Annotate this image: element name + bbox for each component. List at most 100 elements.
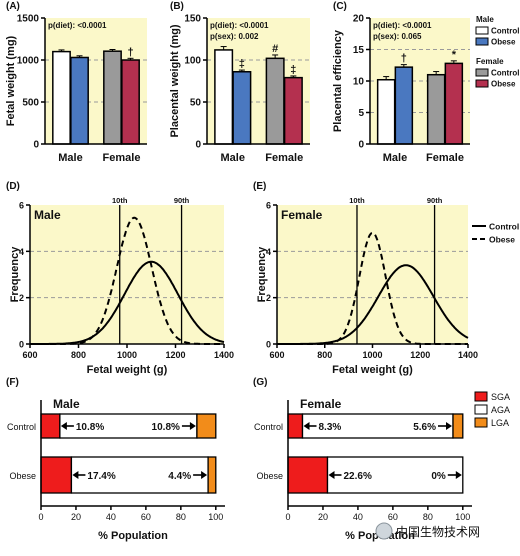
y-tick-label: 15 (353, 45, 365, 56)
y-axis-label: Frequency (256, 246, 268, 303)
x-axis-label: Fetal weight (g) (87, 364, 168, 376)
legend-label: Obese (491, 38, 516, 47)
legend-swatch-aga (474, 404, 488, 415)
annotation-arrow-right (447, 471, 462, 479)
legend-title: Male (476, 15, 494, 24)
panel-title: Female (281, 208, 323, 222)
legend-label: Obese (491, 80, 516, 89)
y-tick-label: 0 (33, 140, 39, 151)
annotation-arrow-left (72, 471, 86, 479)
y-tick-label: 0 (19, 340, 24, 350)
stacked-segment-sga (40, 413, 61, 439)
watermark-text: 中国生物技术网 (396, 524, 480, 539)
legend-swatch (475, 79, 489, 88)
annotation-arrow-left (303, 422, 317, 430)
significance-mark: † (127, 46, 133, 58)
legend-label: Control (491, 69, 519, 78)
category-label: Obese (9, 471, 36, 481)
x-tick-label: 40 (353, 512, 363, 522)
stacked-segment-sga (287, 413, 304, 439)
x-tick-label: 40 (106, 512, 116, 522)
x-tick-label: 600 (22, 350, 37, 360)
y-axis-label: Fetal weight (mg) (5, 35, 17, 126)
x-tick-label: 80 (176, 512, 186, 522)
x-axis-label: Fetal weight (g) (332, 364, 413, 376)
panel-label: (E) (253, 181, 266, 192)
bar (444, 62, 464, 145)
panel-label: (B) (170, 1, 184, 12)
category-label: Female (426, 152, 464, 164)
stacked-segment-aga (70, 456, 209, 494)
bar (103, 50, 122, 145)
stacked-segment-aga (326, 456, 464, 494)
bar (232, 71, 252, 145)
annotation-arrow-left (328, 471, 342, 479)
stat-text: p(diet): <0.0001 (373, 21, 432, 30)
legend-title: Female (476, 57, 504, 66)
panel-label: (D) (6, 181, 20, 192)
x-tick-label: 20 (318, 512, 328, 522)
significance-mark: * (452, 49, 457, 61)
bar (376, 78, 396, 145)
x-tick-label: 1000 (362, 350, 382, 360)
stacked-segment-lga (196, 413, 217, 439)
bar (70, 56, 89, 145)
annotation-label: 22.6% (344, 471, 372, 482)
x-tick-label: 60 (388, 512, 398, 522)
x-tick-label: 1400 (214, 350, 234, 360)
legend-swatch (475, 37, 489, 46)
stat-text: p(diet): <0.0001 (210, 21, 269, 30)
legend-label: Control (489, 222, 519, 232)
x-tick-label: 1200 (410, 350, 430, 360)
category-label: Male (58, 152, 82, 164)
bar (426, 73, 446, 145)
percentile-label: 10th (112, 196, 128, 205)
percentile-label: 90th (427, 196, 443, 205)
significance-mark: # (272, 43, 278, 55)
y-tick-label: 2 (266, 293, 271, 303)
stacked-segment-lga (452, 413, 464, 439)
y-tick-label: 4 (266, 247, 271, 257)
x-tick-label: 0 (38, 512, 43, 522)
panel-title: Male (34, 208, 61, 222)
bar (283, 76, 303, 145)
annotation-label: 10.8% (76, 422, 104, 433)
category-label: Obese (256, 471, 283, 481)
legend-label: Obese (489, 235, 515, 245)
legend-label: LGA (491, 418, 509, 428)
legend-swatch-lga (474, 417, 488, 428)
significance-mark: ‡ (290, 64, 296, 76)
x-tick-label: 1400 (458, 350, 478, 360)
y-tick-label: 500 (22, 98, 39, 109)
category-label: Female (265, 152, 303, 164)
panel-label: (G) (253, 377, 267, 388)
annotation-label: 10.8% (152, 422, 180, 433)
stat-text: p(diet): <0.0001 (48, 21, 107, 30)
stacked-segment-sga (287, 456, 329, 494)
category-label: Female (103, 152, 141, 164)
stacked-segment-lga (207, 456, 217, 494)
y-tick-label: 150 (184, 14, 201, 25)
x-tick-label: 0 (285, 512, 290, 522)
percentile-label: 10th (349, 196, 365, 205)
x-tick-label: 600 (269, 350, 284, 360)
panel-label: (A) (6, 1, 20, 12)
y-tick-label: 6 (266, 201, 271, 211)
x-tick-label: 1200 (165, 350, 185, 360)
x-tick-label: 800 (71, 350, 86, 360)
x-tick-label: 20 (71, 512, 81, 522)
percentile-label: 90th (174, 196, 190, 205)
y-tick-label: 1500 (17, 14, 40, 25)
panel-label: (C) (333, 1, 347, 12)
panel-label: (F) (6, 377, 19, 388)
category-label: Male (221, 152, 245, 164)
bar (394, 66, 414, 145)
annotation-label: 0% (431, 471, 446, 482)
bar (52, 50, 71, 145)
stacked-segment-aga (59, 413, 198, 439)
category-label: Control (254, 422, 283, 432)
y-tick-label: 20 (353, 14, 365, 25)
annotation-arrow-left (60, 422, 74, 430)
bar (121, 59, 140, 145)
